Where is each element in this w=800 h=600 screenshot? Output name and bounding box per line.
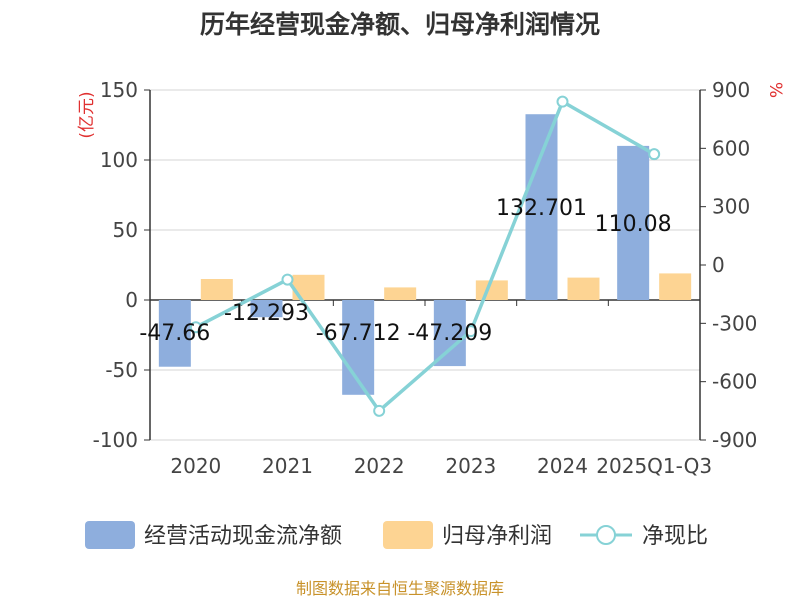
bars: [158, 114, 692, 395]
cash-flow-data-label: 110.08: [595, 212, 672, 237]
tick-labels: -100 -50 0 50 100 150 -900 -600 -300 0 300 600 900 20…: [93, 78, 758, 478]
net-profit-bar: [475, 280, 508, 300]
cash-flow-bar: [433, 300, 466, 367]
legend-net-profit-label: 归母净利润: [442, 524, 552, 549]
left-tick-label: 0: [125, 288, 138, 312]
category-label: 2023: [445, 454, 496, 478]
left-axis-unit: (亿元): [77, 91, 97, 138]
category-label: 2020: [170, 454, 221, 478]
cash-flow-bar: [158, 300, 191, 367]
left-tick-label: -50: [105, 358, 138, 382]
category-label: 2025Q1-Q3: [596, 454, 712, 478]
chart-title: 历年经营现金净额、归母净利润情况: [200, 10, 600, 39]
category-label: 2021: [262, 454, 313, 478]
ratio-point: [281, 273, 294, 286]
category-label: 2024: [537, 454, 588, 478]
cash-flow-data-label: -47.66: [139, 321, 210, 346]
category-label: 2022: [354, 454, 405, 478]
right-tick-label: 600: [712, 136, 750, 160]
axes: [144, 89, 706, 441]
net-profit-bar: [567, 277, 600, 300]
legend-cash-flow-label: 经营活动现金流净额: [144, 524, 342, 549]
net-profit-bar: [659, 273, 692, 300]
net-profit-bar: [384, 287, 417, 300]
left-tick-label: -100: [93, 428, 138, 452]
ratio-line: [195, 99, 656, 413]
cash-flow-bar: [617, 145, 650, 300]
source-note: 制图数据来自恒生聚源数据库: [296, 579, 504, 598]
right-tick-label: 300: [712, 195, 750, 219]
right-tick-label: -300: [712, 311, 757, 335]
ratio-point: [189, 321, 202, 334]
legend-ratio-marker: [596, 525, 616, 545]
net-profit-bar: [200, 279, 233, 300]
legend-net-profit-swatch: [383, 521, 433, 549]
cash-flow-data-label: -12.293: [224, 301, 309, 326]
cash-flow-data-label: -47.209: [407, 321, 492, 346]
left-tick-label: 100: [100, 148, 138, 172]
ratio-point: [373, 404, 386, 417]
cash-flow-data-label: -67.712: [316, 321, 401, 346]
ratio-point: [648, 148, 661, 161]
cash-flow-data-label: 132.701: [496, 196, 587, 221]
left-tick-label: 50: [113, 218, 138, 242]
right-tick-label: -600: [712, 370, 757, 394]
legend: 经营活动现金流净额 归母净利润 净现比: [85, 521, 708, 549]
cash-flow-bar: [525, 114, 558, 300]
legend-cash-flow-swatch: [85, 521, 135, 549]
ratio-point: [464, 325, 477, 338]
right-tick-label: 900: [712, 78, 750, 102]
data-labels: -47.66 -12.293 -67.712 -47.209 132.701 110.08: [139, 196, 671, 346]
cash-flow-bar: [250, 300, 283, 318]
left-tick-label: 150: [100, 78, 138, 102]
right-axis-unit: %: [765, 82, 785, 98]
ratio-point: [556, 95, 569, 108]
right-tick-label: 0: [712, 253, 725, 277]
legend-ratio-label: 净现比: [642, 524, 708, 549]
ratio-line-layer: [189, 95, 661, 417]
right-tick-label: -900: [712, 428, 757, 452]
